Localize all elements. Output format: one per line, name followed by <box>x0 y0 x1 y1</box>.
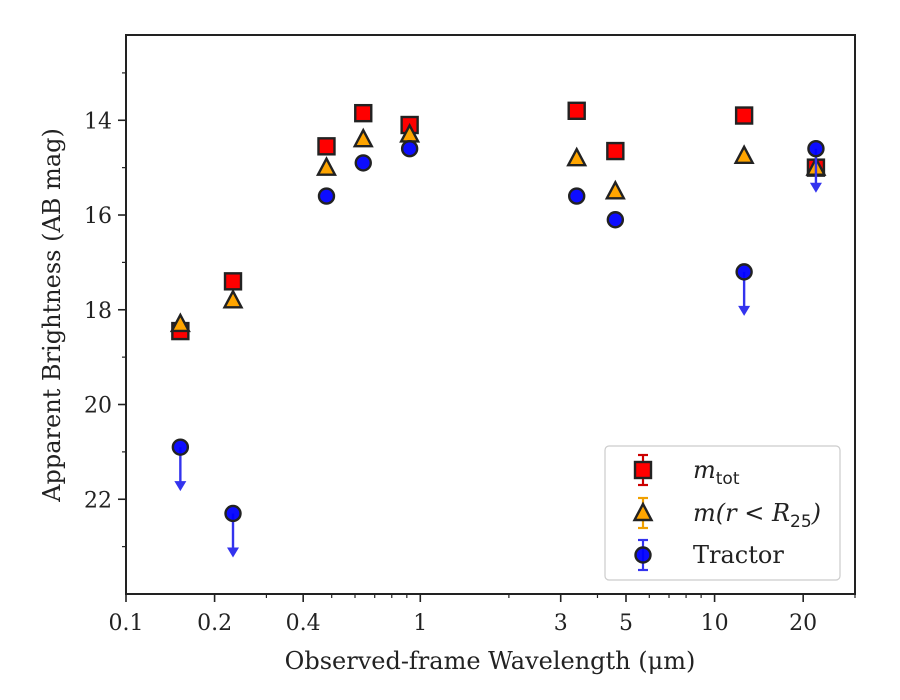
point-circle <box>354 154 372 172</box>
point-circle <box>735 263 753 281</box>
legend-marker-circle <box>634 546 652 564</box>
data-marks <box>169 101 827 558</box>
legend-box <box>604 445 841 581</box>
point-square <box>567 101 586 120</box>
legend: mtot m(r < R25) Tractor <box>604 445 841 581</box>
point-triangle <box>604 179 626 200</box>
point-circle <box>171 438 190 456</box>
point-triangle <box>733 144 755 165</box>
legend-marker-square <box>633 460 653 480</box>
point-circle <box>224 504 242 523</box>
point-triangle <box>315 156 337 176</box>
point-square <box>354 103 373 123</box>
x-axis-ticks: 0.1 0.2 0.4 1 3 5 10 20 <box>109 594 856 636</box>
y-tick-label: 22 <box>84 488 112 513</box>
legend-label: Tractor <box>693 541 784 569</box>
y-axis-label: Apparent Brightness (AB mag) <box>38 128 66 503</box>
point-square <box>317 137 336 156</box>
point-triangle <box>352 127 374 148</box>
x-tick-label: 1 <box>413 611 427 636</box>
x-tick-label: 10 <box>701 611 729 636</box>
point-circle <box>400 139 419 158</box>
y-axis-ticks: 14 16 18 20 22 <box>84 72 126 548</box>
arrow-head <box>738 305 751 316</box>
x-tick-label: 0.2 <box>197 611 232 636</box>
x-tick-label: 3 <box>554 611 568 636</box>
point-circle <box>568 187 586 205</box>
x-axis-label: Observed-frame Wavelength (μm) <box>285 647 696 675</box>
legend-label: mtot <box>693 456 740 489</box>
arrow-head <box>174 481 187 492</box>
y-tick-label: 16 <box>84 204 112 229</box>
x-tick-label: 20 <box>789 611 817 636</box>
y-tick-label: 14 <box>84 109 112 134</box>
legend-marker-triangle <box>632 501 654 522</box>
point-square <box>734 106 754 125</box>
x-tick-label: 5 <box>619 611 633 636</box>
x-tick-label: 0.1 <box>109 611 144 636</box>
y-tick-label: 20 <box>84 394 112 419</box>
point-circle <box>807 139 825 158</box>
y-tick-label: 18 <box>84 299 112 324</box>
point-square <box>606 141 625 161</box>
plot-frame <box>125 34 856 595</box>
point-triangle <box>169 312 191 333</box>
x-tick-label: 0.4 <box>286 611 321 636</box>
point-square <box>223 272 243 291</box>
point-triangle <box>222 288 244 309</box>
point-circle <box>606 211 625 229</box>
arrow-head <box>809 182 822 193</box>
point-triangle <box>566 146 588 167</box>
point-circle <box>317 187 336 205</box>
arrow-head <box>227 547 240 558</box>
legend-label: m(r < R25) <box>693 499 821 532</box>
